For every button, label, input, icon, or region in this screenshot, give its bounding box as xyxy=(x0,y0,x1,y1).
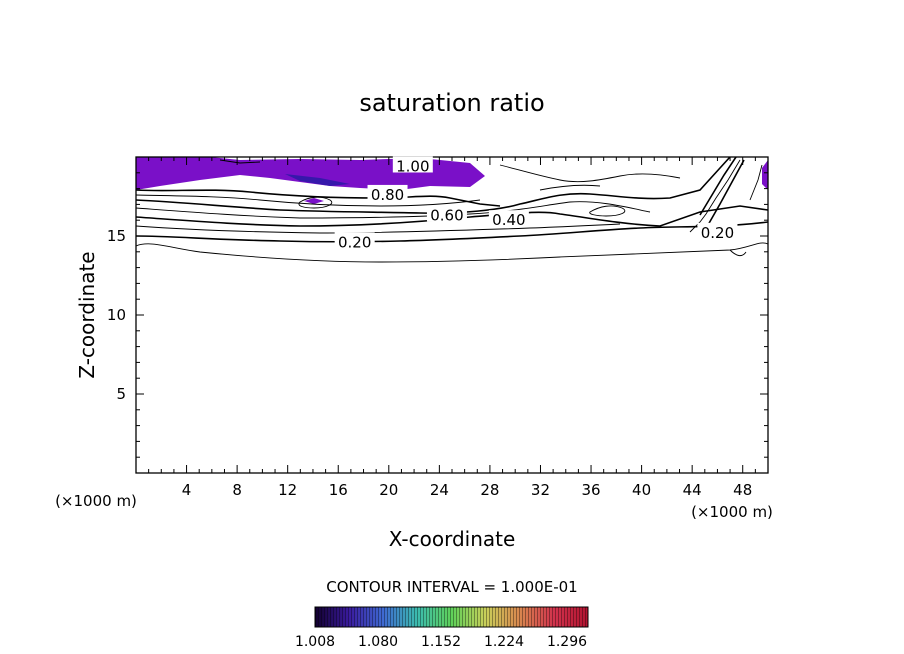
contour-label-bg xyxy=(334,232,375,249)
y-tick-labels: 5 10 15 xyxy=(107,227,126,403)
chart-title: saturation ratio xyxy=(359,89,544,117)
x-tick-label: 40 xyxy=(632,481,651,499)
y-axis-unit: (×1000 m) xyxy=(55,492,137,510)
clear-patch-top xyxy=(480,157,760,200)
colorbar-tick-label: 1.224 xyxy=(484,634,524,650)
contour-labels: 1.00 0.80 0.60 0.40 0.20 0.20 xyxy=(334,156,738,251)
x-axis-label: X-coordinate xyxy=(389,527,516,551)
colorbar-frame xyxy=(314,606,589,628)
contour-lines-minor xyxy=(136,159,768,263)
colorbar-tick-label: 1.008 xyxy=(295,634,335,650)
x-tick-label: 32 xyxy=(531,481,550,499)
x-tick-label: 24 xyxy=(430,481,449,499)
x-tick-label: 16 xyxy=(329,481,348,499)
axis-ticks xyxy=(136,157,768,473)
y-tick-label: 5 xyxy=(116,385,126,403)
colorbar-stripes xyxy=(315,607,588,627)
contour-label-bg xyxy=(426,205,467,222)
contour-label: 0.40 xyxy=(492,211,525,229)
x-tick-label: 4 xyxy=(182,481,192,499)
colorbar-tick-labels: 1.008 1.080 1.152 1.224 1.296 xyxy=(295,634,587,650)
y-tick-label: 15 xyxy=(107,227,126,245)
contour-label-bg xyxy=(392,156,433,173)
contour-label: 0.20 xyxy=(701,224,734,242)
colorbar-tick-label: 1.296 xyxy=(547,634,587,650)
x-tick-label: 44 xyxy=(683,481,702,499)
y-axis-label: Z-coordinate xyxy=(75,251,99,378)
contour-label-bg xyxy=(697,222,738,239)
contour-label-bg xyxy=(488,210,529,227)
x-tick-label: 48 xyxy=(733,481,752,499)
x-tick-label: 36 xyxy=(581,481,600,499)
x-axis-unit: (×1000 m) xyxy=(691,503,773,521)
contour-label-bg xyxy=(367,184,408,201)
contour-label: 0.20 xyxy=(338,233,371,251)
supersaturated-core xyxy=(285,174,350,186)
x-tick-labels: 4 8 12 16 20 24 28 32 36 40 44 48 xyxy=(182,481,752,499)
x-tick-label: 28 xyxy=(480,481,499,499)
contour-label: 0.80 xyxy=(371,186,404,204)
y-tick-label: 10 xyxy=(107,306,126,324)
contour-interval-text: CONTOUR INTERVAL = 1.000E-01 xyxy=(326,578,577,596)
plot-frame xyxy=(135,156,769,474)
supersaturated-blob-small xyxy=(304,198,324,204)
colorbar-tick-label: 1.080 xyxy=(358,634,398,650)
colorbar-tick-label: 1.152 xyxy=(421,634,461,650)
x-tick-label: 20 xyxy=(379,481,398,499)
supersaturated-region-right xyxy=(762,160,768,190)
contour-label: 0.60 xyxy=(430,206,463,224)
contour-label: 1.00 xyxy=(396,157,429,175)
x-tick-label: 12 xyxy=(278,481,297,499)
x-tick-label: 8 xyxy=(232,481,242,499)
